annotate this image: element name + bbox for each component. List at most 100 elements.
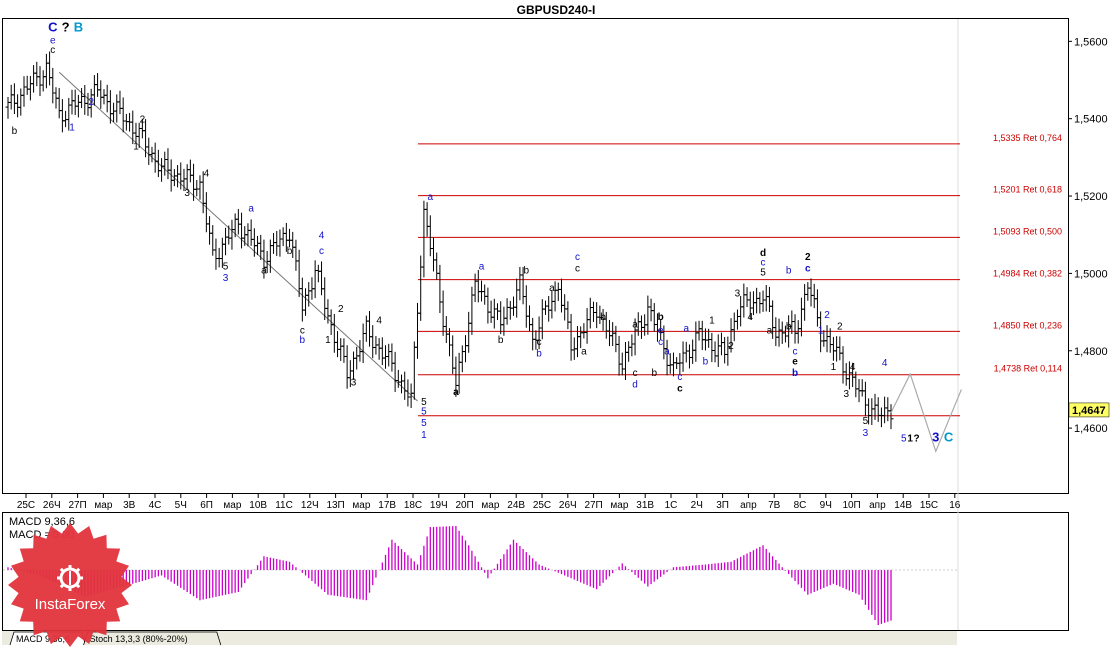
time-tick-label: 20П: [455, 500, 473, 511]
wave-label: a: [453, 387, 459, 398]
wave-label: c: [658, 337, 663, 348]
time-tick-label: 18С: [404, 500, 422, 511]
wave-label: c: [319, 246, 324, 257]
time-tick-label: 10В: [249, 500, 267, 511]
current-price-marker: 1,4647: [1068, 402, 1110, 418]
time-tick-label: 27П: [584, 500, 602, 511]
wave-label: b: [786, 265, 792, 276]
indicator-tabs[interactable]: MACD 9,36,6 Stoch 13,3,3 (80%-20%): [9, 631, 222, 646]
wave-label: 2: [140, 115, 146, 126]
wave-label: 3: [223, 273, 229, 284]
time-tick-label: 9Ч: [820, 500, 832, 511]
wave-label: 3: [735, 289, 741, 300]
wave-label: B: [74, 20, 83, 35]
wave-label: 2: [805, 252, 811, 263]
time-tick-label: 4С: [149, 500, 162, 511]
time-tick-label: 31В: [636, 500, 654, 511]
wave-label: c: [677, 383, 683, 394]
chart-title: GBPUSD240-I: [517, 3, 596, 17]
wave-label: 2: [88, 97, 94, 108]
wave-label: 5: [421, 397, 427, 408]
time-tick-label: мар: [610, 500, 628, 511]
wave-label: 4: [850, 362, 856, 373]
wave-label: 2: [728, 341, 734, 352]
wave-label: 5: [901, 434, 907, 445]
wave-label: a: [767, 325, 773, 336]
time-tick-label: 27П: [68, 500, 86, 511]
wave-label: 3: [351, 378, 357, 389]
fib-label-5: 1,4738 Ret 0,114: [994, 364, 1062, 374]
time-tick-label: 19Ч: [430, 500, 448, 511]
wave-label: ?: [914, 434, 920, 445]
wave-label: 5: [760, 267, 766, 278]
time-tick-label: 15С: [920, 500, 938, 511]
wave-label: c: [793, 347, 798, 358]
wave-label: C: [944, 430, 954, 445]
indicator-pane-frame: [2, 512, 1069, 631]
wave-label: c: [300, 325, 305, 336]
wave-label: C: [48, 20, 58, 35]
wave-label: b: [524, 265, 530, 276]
price-tick-label: 1,5200: [1074, 191, 1108, 203]
time-tick-label: 17В: [378, 500, 396, 511]
wave-label: d: [760, 248, 766, 259]
tab-label: MACD 9,36,6: [16, 634, 70, 644]
wave-label: a: [664, 347, 670, 358]
wave-label: 4: [204, 169, 210, 180]
forecast-line: [890, 372, 962, 454]
wave-label: 2: [338, 304, 344, 315]
indicator-tab-bar: [2, 631, 957, 645]
wave-label: 5: [863, 416, 869, 427]
wave-label: c: [633, 368, 638, 379]
macd-label: MACD 9,36,6: [9, 516, 75, 528]
price-tick-label: 1,5000: [1074, 268, 1108, 280]
wave-label: 1: [709, 316, 715, 327]
wave-label: 1: [325, 335, 331, 346]
time-tick-label: апр: [869, 500, 886, 511]
time-tick-label: 12Ч: [301, 500, 319, 511]
time-tick-label: 13П: [326, 500, 344, 511]
time-tick-label: 5Ч: [175, 500, 187, 511]
wave-label: 5: [421, 407, 427, 418]
wave-label: a: [479, 262, 485, 273]
time-tick-label: 1С: [665, 500, 678, 511]
price-tick-label: 1,5400: [1074, 114, 1108, 126]
fib-label-3: 1,4984 Ret 0,382: [993, 269, 1062, 279]
wave-label: 1: [421, 430, 427, 441]
wave-label: 4: [319, 231, 325, 242]
wave-label: c: [761, 258, 766, 269]
wave-label: 5: [223, 262, 229, 273]
wave-label: c: [50, 45, 55, 56]
wave-label: a: [549, 283, 555, 294]
time-tick-label: 25С: [17, 500, 35, 511]
fib-label-0: 1,5335 Ret 0,764: [993, 133, 1062, 143]
trend-lines: [58, 71, 418, 402]
time-tick-label: 3В: [123, 500, 136, 511]
wave-label: b: [536, 349, 542, 360]
wave-label: ?: [62, 20, 70, 35]
time-tick-label: 3П: [716, 500, 729, 511]
time-tick-label: мар: [94, 500, 112, 511]
time-tick-label: 26Ч: [43, 500, 61, 511]
wave-label: 1: [818, 325, 824, 336]
time-tick-label: 25С: [533, 500, 551, 511]
wave-label: b: [287, 246, 293, 257]
wave-label: e: [658, 325, 664, 336]
time-tick-label: 26Ч: [559, 500, 577, 511]
price-tick-label: 1,5600: [1074, 36, 1108, 48]
wave-label: 1: [133, 142, 139, 153]
time-tick-label: 2Ч: [691, 500, 703, 511]
wave-label: 5: [421, 418, 427, 429]
time-tick-label: 7В: [768, 500, 781, 511]
wave-label: e: [792, 356, 798, 367]
wave-label: b: [12, 126, 18, 137]
wave-label: a: [428, 192, 434, 203]
time-tick-label: мар: [352, 500, 370, 511]
fib-label-2: 1,5093 Ret 0,500: [993, 226, 1062, 236]
time-tick-label: мар: [481, 500, 499, 511]
wave-label: a: [632, 320, 638, 331]
price-tick-label: 1,4600: [1074, 423, 1108, 435]
